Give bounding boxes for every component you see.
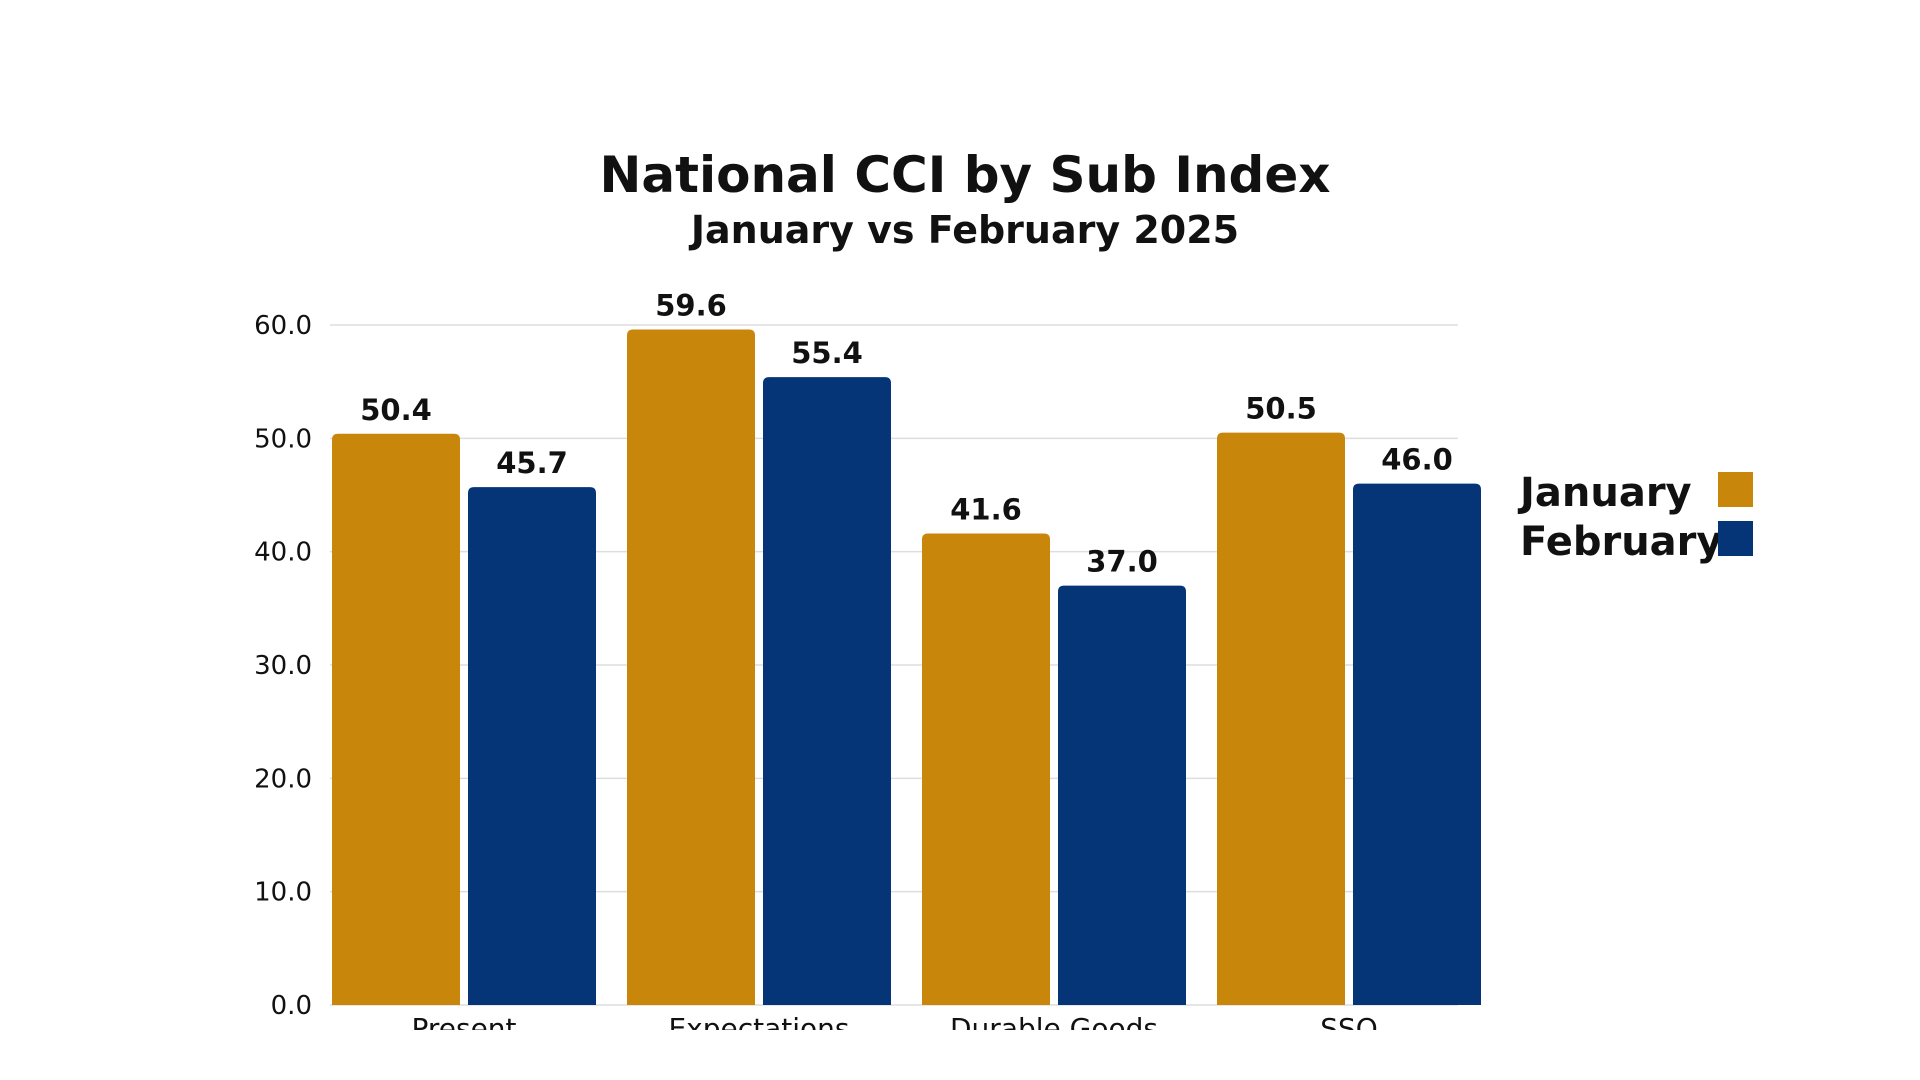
bar-february: [763, 377, 891, 1006]
y-tick-label: 20.0: [254, 764, 312, 794]
data-label: 50.4: [360, 393, 432, 427]
bar-january: [922, 533, 1050, 1005]
y-tick-label: 50.0: [254, 424, 312, 454]
data-label: 45.7: [496, 446, 568, 480]
data-label: 37.0: [1086, 545, 1158, 579]
data-label: 55.4: [791, 336, 863, 370]
y-tick-label: 60.0: [254, 311, 312, 341]
data-labels: 50.4 45.7 59.6 55.4 41.6 37.0 50.5 46.0: [360, 289, 1453, 579]
x-category-label: Expectations: [668, 1012, 849, 1045]
y-tick-label: 30.0: [254, 651, 312, 681]
data-label: 41.6: [950, 493, 1022, 527]
bars: [332, 329, 1481, 1006]
bar-january: [332, 433, 460, 1005]
bar-january: [627, 329, 755, 1005]
legend-label: February: [1520, 519, 1722, 565]
y-tick-label: 10.0: [254, 878, 312, 908]
bar-february: [1353, 483, 1481, 1006]
data-label: 46.0: [1381, 443, 1453, 477]
bar-february: [468, 487, 596, 1006]
legend-label: January: [1517, 470, 1692, 516]
data-label: 59.6: [655, 289, 727, 323]
bar-january: [1217, 432, 1345, 1006]
chart-title: National CCI by Sub Index: [599, 146, 1330, 204]
y-tick-label: 0.0: [271, 991, 312, 1021]
chart-subtitle: January vs February 2025: [688, 208, 1239, 252]
y-tick-label: 40.0: [254, 538, 312, 568]
data-label: 50.5: [1245, 392, 1317, 426]
x-category-label: SSQ: [1320, 1012, 1378, 1045]
category-labels: Present Expectations Durable Goods SSQ: [411, 1012, 1378, 1045]
legend-swatch: [1718, 472, 1753, 507]
bar-february: [1058, 585, 1186, 1005]
y-axis-ticks: 0.0 10.0 20.0 30.0 40.0 50.0 60.0: [254, 311, 312, 1021]
x-category-label: Present: [411, 1012, 516, 1045]
x-category-label: Durable Goods: [950, 1012, 1158, 1045]
legend-swatch: [1718, 521, 1753, 556]
